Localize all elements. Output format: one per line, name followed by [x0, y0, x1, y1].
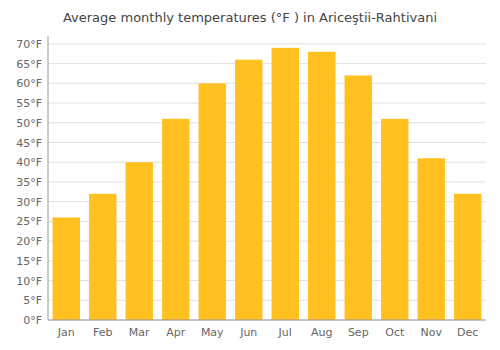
x-tick-label: Oct [385, 326, 405, 339]
x-tick-label: Jan [57, 326, 75, 339]
grid [48, 44, 486, 320]
bar [381, 119, 408, 320]
bar [199, 83, 226, 320]
grid-line [48, 83, 486, 84]
bar [235, 60, 262, 320]
y-tick-label: 70°F [16, 38, 42, 51]
y-tick-label: 30°F [16, 196, 42, 209]
y-tick-label: 50°F [16, 117, 42, 130]
x-axis: Jan Feb Mar Apr May Jun Jul Aug Sep Oct Nov Dec [48, 320, 486, 339]
title: Average monthly temperatures (°F ) in Ar… [63, 10, 437, 25]
x-tick-label: Nov [421, 326, 443, 339]
y-tick-label: 0°F [23, 314, 42, 327]
y-tick-label: 20°F [16, 235, 42, 248]
x-tick-label: Aug [311, 326, 332, 339]
x-tick-label: Sep [348, 326, 369, 339]
y-tick-label: 45°F [16, 137, 42, 150]
y-tick-label: 35°F [16, 176, 42, 189]
y-tick-label: 5°F [23, 294, 42, 307]
x-tick-label: Dec [457, 326, 478, 339]
x-tick-label: Jun [239, 326, 257, 339]
bar [308, 52, 335, 320]
y-tick-label: 65°F [16, 58, 42, 71]
grid-line [48, 320, 486, 321]
y-tick-label: 60°F [16, 77, 42, 90]
y-axis: 0°F 5°F 10°F 15°F 20°F 25°F 30°F 35°F 40°F 45°F 50… [16, 36, 48, 327]
bars [53, 48, 482, 320]
x-axis-line [48, 320, 486, 321]
chart: 0°F 5°F 10°F 15°F 20°F 25°F 30°F 35°F 40°F 45°F 50… [0, 0, 500, 350]
grid-line [48, 103, 486, 104]
grid-line [48, 142, 486, 143]
y-tick-label: 25°F [16, 215, 42, 228]
bar [272, 48, 299, 320]
bar [53, 217, 80, 320]
x-tick-label: Mar [129, 326, 150, 339]
y-tick-label: 10°F [16, 275, 42, 288]
y-tick-label: 40°F [16, 156, 42, 169]
bar [418, 158, 445, 320]
y-axis-line [48, 36, 49, 320]
bar [345, 75, 372, 320]
bar [454, 194, 481, 320]
grid-line [48, 122, 486, 123]
x-tick-label: May [201, 326, 224, 339]
grid-line [48, 43, 486, 44]
grid-line [48, 63, 486, 64]
bar [126, 162, 153, 320]
y-tick-label: 15°F [16, 255, 42, 268]
x-tick-label: Jul [278, 326, 292, 339]
bar [89, 194, 116, 320]
x-tick-label: Apr [166, 326, 186, 339]
y-tick-label: 55°F [16, 97, 42, 110]
x-tick-label: Feb [93, 326, 112, 339]
bar [162, 119, 189, 320]
